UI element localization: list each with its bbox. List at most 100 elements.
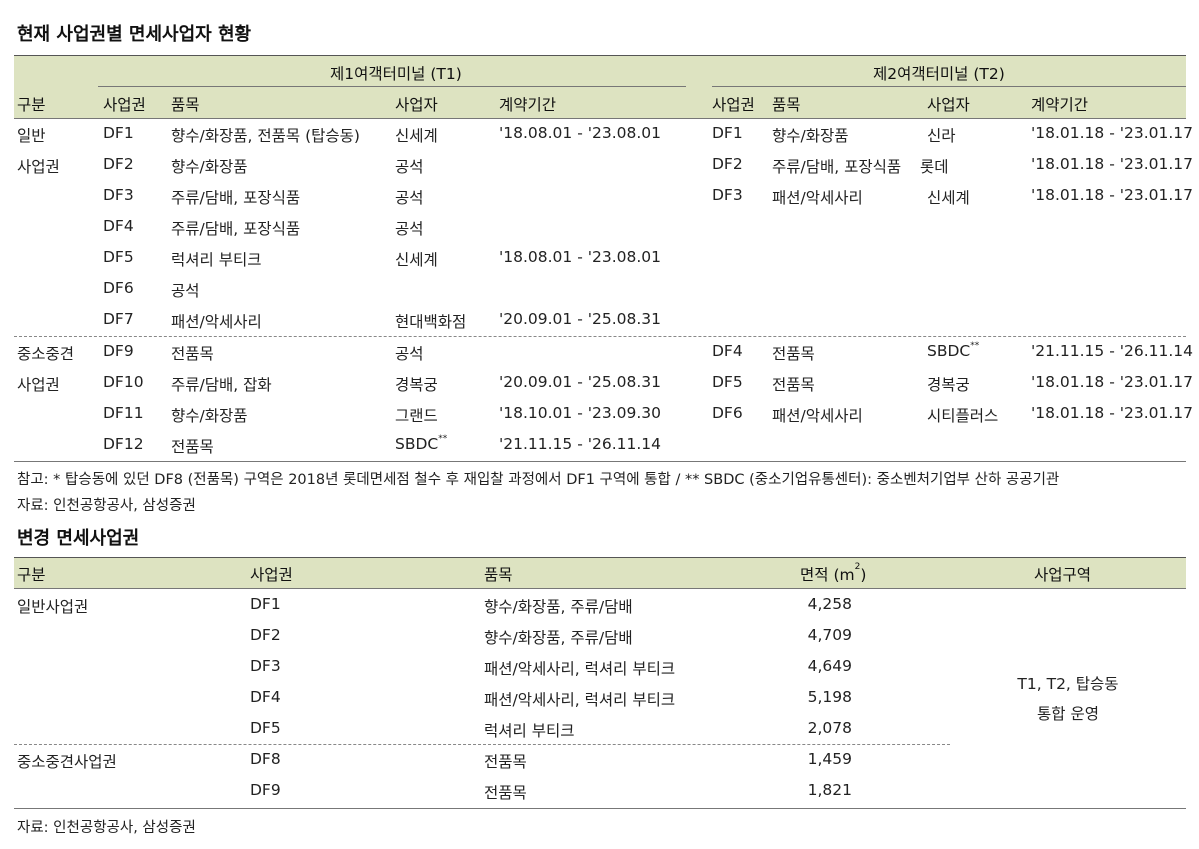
t2-col-items: 품목 <box>772 96 801 114</box>
cell-operator: 신세계 <box>395 127 438 145</box>
cell-items: 주류/담배, 잡화 <box>171 376 272 394</box>
cell-area: 4,709 <box>807 626 852 644</box>
t2-col-operator: 사업자 <box>927 96 970 114</box>
cell-zone: DF2 <box>712 155 743 173</box>
cell-zone: DF7 <box>103 310 134 328</box>
table1-header-band <box>14 56 1186 118</box>
cell-zone: DF11 <box>103 404 144 422</box>
cell-period: '18.08.01 - '23.08.01 <box>499 248 662 266</box>
cell-operator: 현대백화점 <box>395 313 467 331</box>
cell-zone: DF3 <box>103 186 134 204</box>
cell-area: 4,258 <box>807 595 852 613</box>
operator-name: SBDC <box>927 342 971 360</box>
t2tbl-col-category: 구분 <box>17 566 46 584</box>
table1-top-rule <box>14 55 1186 56</box>
t2tbl-col-items: 품목 <box>484 566 513 584</box>
t2-terminal-header: 제2여객터미널 (T2) <box>873 65 1005 83</box>
t2tbl-col-region: 사업구역 <box>1034 566 1092 584</box>
cell-zone: DF4 <box>103 217 134 235</box>
region-line-2: 통합 운영 <box>1037 705 1099 723</box>
table2-header-bottom-rule <box>14 588 1186 589</box>
area-label: 면적 (m <box>800 566 855 584</box>
cell-zone: DF1 <box>103 124 134 142</box>
t2tbl-general-label: 일반사업권 <box>17 598 89 616</box>
operator-name: SBDC <box>395 435 439 453</box>
cell-period: '18.01.18 - '23.01.17 <box>1031 404 1194 422</box>
cell-period: '18.01.18 - '23.01.17 <box>1031 124 1194 142</box>
region-line-1: T1, T2, 탑승동 <box>1017 675 1119 693</box>
cell-operator: SBDC** <box>395 434 448 454</box>
cell-period: '18.01.18 - '23.01.17 <box>1031 155 1194 173</box>
cell-zone: DF9 <box>103 342 134 360</box>
cell-zone: DF5 <box>712 373 743 391</box>
cell-zone: DF1 <box>250 595 281 613</box>
t2-col-period: 계약기간 <box>1031 96 1089 114</box>
t1-terminal-header: 제1여객터미널 (T1) <box>330 65 462 83</box>
cell-zone: DF4 <box>250 688 281 706</box>
cell-items: 전품목 <box>772 345 815 363</box>
cell-operator: 공석 <box>395 158 424 176</box>
cell-items: 향수/화장품 <box>772 127 849 145</box>
cell-items: 향수/화장품, 전품목 (탑승동) <box>171 127 360 145</box>
cell-zone: DF5 <box>103 248 134 266</box>
cell-items: 패션/악세사리 <box>772 189 863 207</box>
cell-period: '18.01.18 - '23.01.17 <box>1031 186 1194 204</box>
cell-operator: SBDC** <box>927 342 979 361</box>
cell-operator: 신세계 <box>927 189 970 207</box>
cell-zone: DF4 <box>712 342 743 360</box>
t1-header-underline <box>98 86 686 87</box>
cell-items: 향수/화장품, 주류/담배 <box>484 598 633 616</box>
area-superscript: 2 <box>854 562 861 572</box>
cell-items: 향수/화장품 <box>171 407 248 425</box>
cell-period: '20.09.01 - '25.08.31 <box>499 373 662 391</box>
t2tbl-col-zone: 사업권 <box>250 566 293 584</box>
cell-items: 전품목 <box>772 376 815 394</box>
cell-zone: DF5 <box>250 719 281 737</box>
cell-items: 럭셔리 부티크 <box>171 251 262 269</box>
cell-operator: 시티플러스 <box>927 407 999 425</box>
cell-zone: DF6 <box>712 404 743 422</box>
cell-items: 향수/화장품, 주류/담배 <box>484 629 633 647</box>
table2-title: 변경 면세사업권 <box>17 528 140 549</box>
area-close: ) <box>860 566 867 584</box>
t2-col-zone: 사업권 <box>712 96 755 114</box>
cell-items: 주류/담배, 포장식품 <box>171 189 301 207</box>
t2tbl-sme-label: 중소중견사업권 <box>17 753 117 771</box>
table1-title: 현재 사업권별 면세사업자 현황 <box>17 24 252 45</box>
table1-source: 자료: 인천공항공사, 삼성증권 <box>17 498 196 514</box>
table2-header-band <box>14 558 1186 588</box>
cell-items: 공석 <box>171 282 200 300</box>
cell-period: '18.10.01 - '23.09.30 <box>499 404 662 422</box>
cell-zone: DF2 <box>250 626 281 644</box>
cell-operator: 공석 <box>395 220 424 238</box>
cell-zone: DF6 <box>103 279 134 297</box>
t1-col-zone: 사업권 <box>103 96 146 114</box>
footnote-mark: ** <box>438 434 448 444</box>
t2-header-underline <box>712 86 1186 87</box>
cell-zone: DF9 <box>250 781 281 799</box>
cell-items: 전품목 <box>484 753 527 771</box>
cell-items: 패션/악세사리, 럭셔리 부티크 <box>484 691 676 709</box>
cell-area: 1,459 <box>807 750 852 768</box>
cell-area: 5,198 <box>807 688 852 706</box>
cell-operator: 신라 <box>927 127 956 145</box>
cell-period: '20.09.01 - '25.08.31 <box>499 310 662 328</box>
cell-zone: DF3 <box>250 657 281 675</box>
table2-source: 자료: 인천공항공사, 삼성증권 <box>17 820 196 836</box>
general-label-1: 일반 <box>17 127 46 145</box>
cell-zone: DF8 <box>250 750 281 768</box>
cell-area: 2,078 <box>807 719 852 737</box>
general-label-2: 사업권 <box>17 158 60 176</box>
sme-label-1: 중소중견 <box>17 345 75 363</box>
table2-section-divider <box>14 744 950 745</box>
cell-items: 럭셔리 부티크 <box>484 722 575 740</box>
cell-operator: 롯데 <box>920 158 949 176</box>
cell-operator: 신세계 <box>395 251 438 269</box>
cell-operator: 경복궁 <box>395 376 438 394</box>
table1-bottom-rule <box>14 461 1186 462</box>
cell-period: '18.01.18 - '23.01.17 <box>1031 373 1194 391</box>
cell-items: 전품목 <box>484 784 527 802</box>
cell-zone: DF10 <box>103 373 144 391</box>
cell-items: 전품목 <box>171 438 214 456</box>
cell-operator: 공석 <box>395 189 424 207</box>
